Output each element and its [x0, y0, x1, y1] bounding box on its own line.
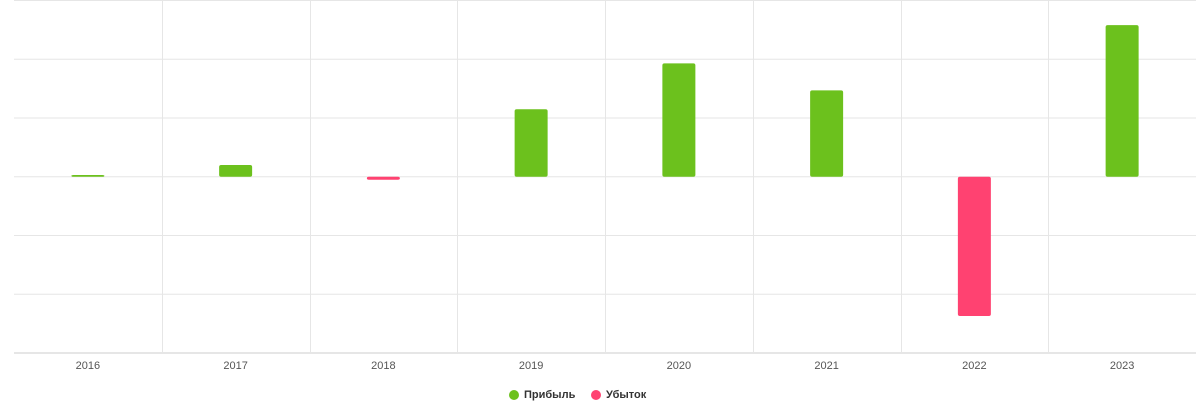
legend-text: Прибыль: [524, 389, 576, 401]
bar: [957, 176, 991, 316]
x-tick-label: 2021: [814, 360, 838, 372]
bar: [366, 176, 400, 180]
x-tick-label: 2022: [962, 360, 986, 372]
bar: [219, 165, 253, 177]
x-tick-label: 2019: [519, 360, 543, 372]
bar: [662, 63, 696, 177]
bar: [810, 90, 844, 177]
x-tick-label: 2020: [667, 360, 691, 372]
x-tick-label: 2016: [76, 360, 100, 372]
bar: [514, 109, 548, 177]
legend-marker: [591, 390, 601, 400]
bar: [71, 174, 105, 177]
legend-marker: [509, 390, 519, 400]
x-tick-label: 2023: [1110, 360, 1134, 372]
legend-text: Убыток: [606, 389, 647, 401]
x-tick-label: 2018: [371, 360, 395, 372]
bar: [1105, 25, 1139, 177]
x-tick-label: 2017: [223, 360, 247, 372]
